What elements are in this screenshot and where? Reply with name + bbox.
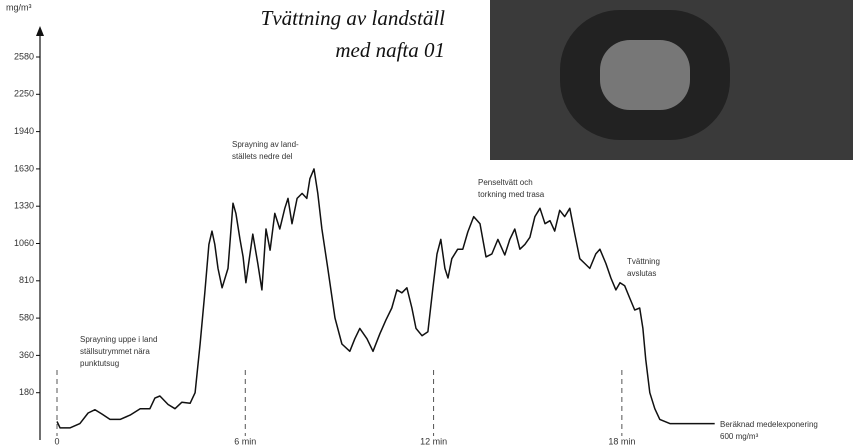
x-tick-label: 0 [54, 436, 59, 446]
y-tick-label: 810 [19, 275, 34, 285]
y-tick-label: 1940 [14, 126, 34, 136]
y-axis-label: mg/m³ [6, 2, 32, 12]
annotation: 600 mg/m³ [720, 432, 759, 441]
chart-title: Tvättning av landställ [261, 6, 446, 30]
y-tick-label: 1630 [14, 163, 34, 173]
x-tick-label: 18 min [608, 436, 635, 446]
chart-title: med nafta 01 [335, 38, 445, 62]
annotation: Penseltvätt och [478, 178, 533, 187]
annotation: Tvättning [627, 257, 660, 266]
y-tick-label: 180 [19, 387, 34, 397]
annotation: torkning med trasa [478, 190, 545, 199]
y-tick-label: 360 [19, 350, 34, 360]
photo-detail [600, 40, 690, 110]
y-tick-label: 1060 [14, 238, 34, 248]
annotation: Beräknad medelexponering [720, 420, 818, 429]
y-tick-label: 1330 [14, 201, 34, 211]
y-tick-label: 580 [19, 312, 34, 322]
data-line [56, 168, 715, 429]
annotation: ställsutrymmet nära [80, 347, 150, 356]
annotation: punktutsug [80, 359, 119, 368]
annotation: Sprayning av land- [232, 140, 299, 149]
x-tick-label: 12 min [420, 436, 447, 446]
annotation: avslutas [627, 269, 656, 278]
x-tick-label: 6 min [234, 436, 256, 446]
annotation: ställets nedre del [232, 152, 293, 161]
y-tick-label: 2580 [14, 51, 34, 61]
annotation: Sprayning uppe i land [80, 335, 157, 344]
y-tick-label: 2250 [14, 89, 34, 99]
axis-arrow [36, 26, 44, 36]
